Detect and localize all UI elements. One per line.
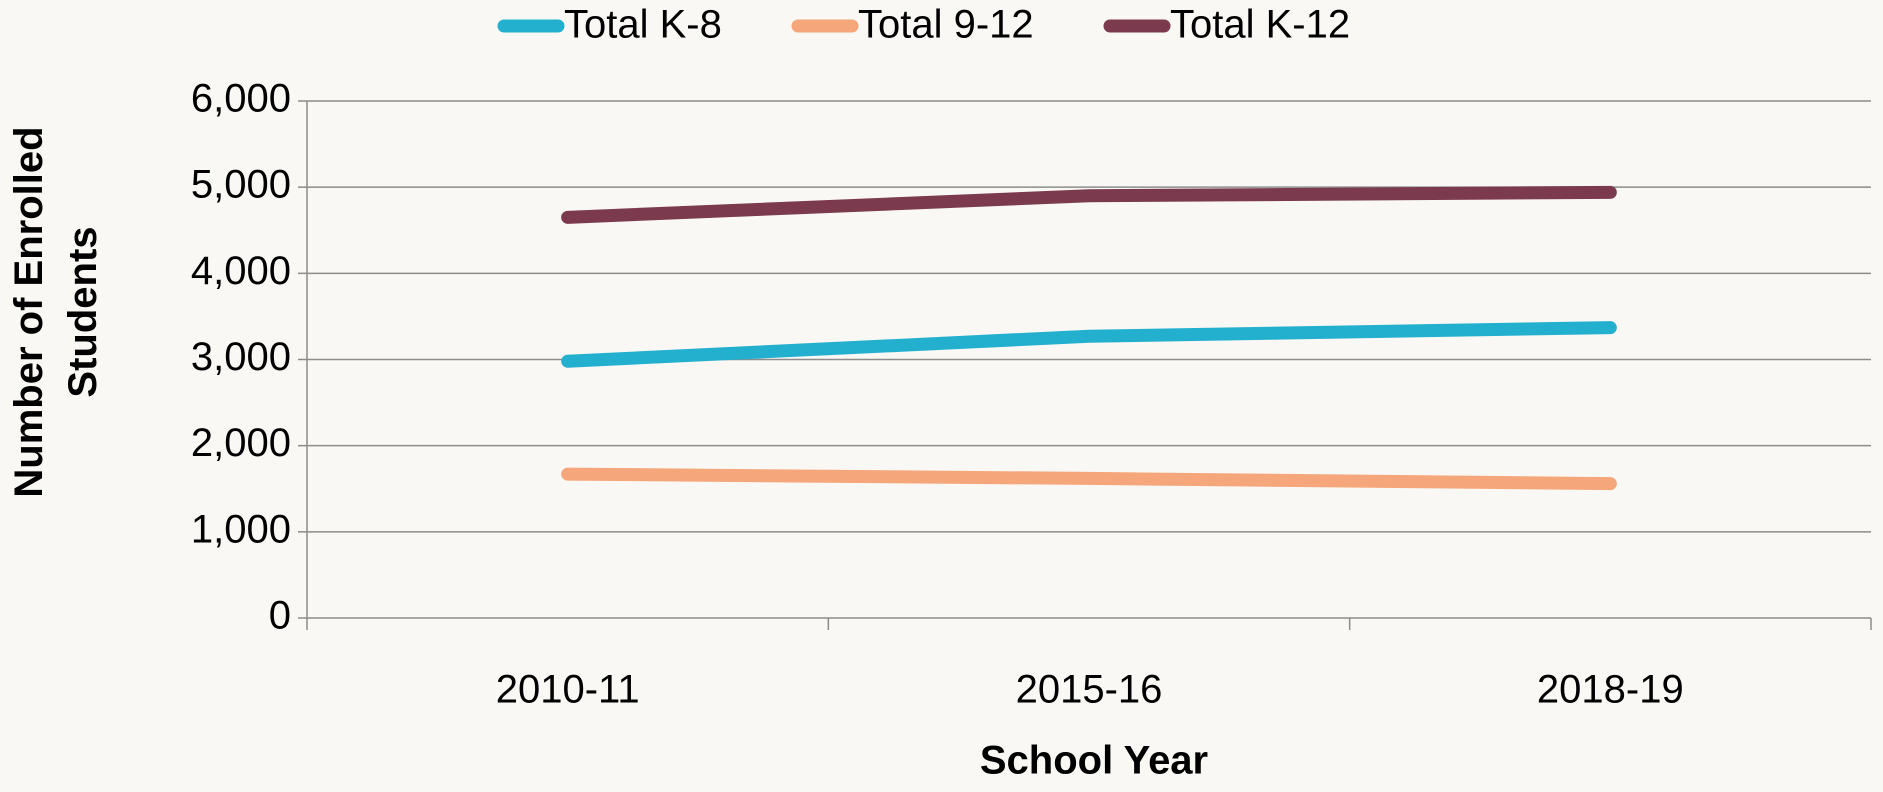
y-tick-label: 5,000 (191, 163, 291, 207)
series-line (561, 185, 1617, 224)
x-axis-title: School Year (980, 739, 1208, 783)
y-tick-label: 6,000 (191, 77, 291, 121)
series-line (561, 467, 1617, 491)
x-tick-label: 2015-16 (1016, 668, 1163, 712)
y-axis-title: Number of Enrolled Students (7, 126, 105, 498)
y-tick-label: 0 (269, 594, 291, 638)
y-tick-label: 3,000 (191, 335, 291, 379)
x-tick-label: 2018-19 (1537, 668, 1684, 712)
legend-label: Total K-12 (1170, 3, 1350, 47)
y-tick-label: 2,000 (191, 421, 291, 465)
series-line (561, 321, 1617, 368)
x-tick-label: 2010-11 (496, 668, 640, 712)
y-tick-label: 4,000 (191, 249, 291, 293)
legend-label: Total K-8 (564, 3, 722, 47)
y-tick-label: 1,000 (191, 507, 291, 551)
legend-label: Total 9-12 (858, 3, 1034, 47)
